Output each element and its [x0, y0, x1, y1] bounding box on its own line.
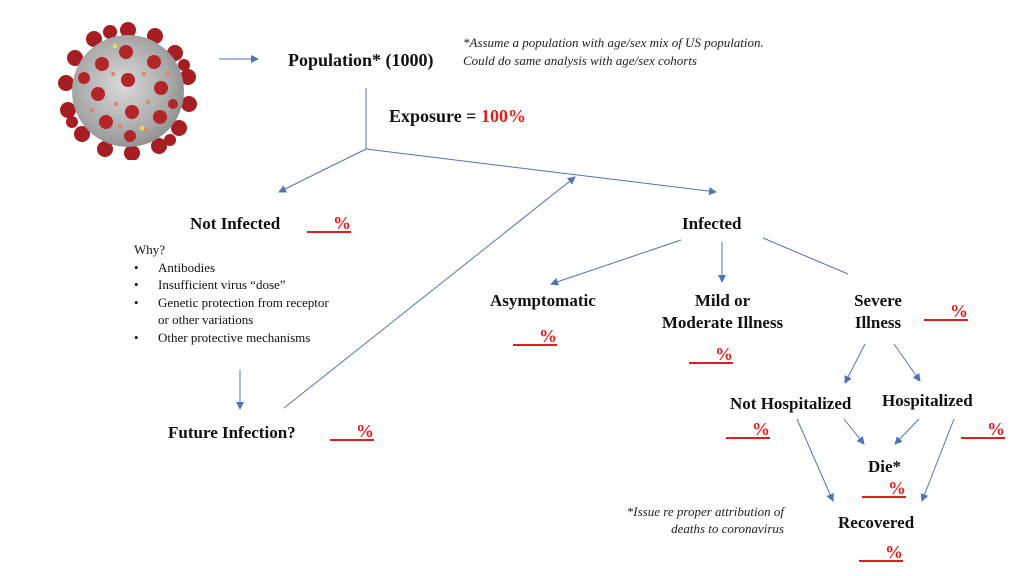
severe-line2: Illness [854, 313, 902, 332]
reasons-list: Antibodies Insufficient virus “dose” Gen… [134, 259, 358, 347]
coronavirus-icon [58, 22, 197, 160]
node-recovered: Recovered [838, 513, 915, 532]
reason-item: Other protective mechanisms [134, 329, 358, 347]
asymptomatic-pct: % [513, 326, 557, 346]
node-not-hospitalized: Not Hospitalized [730, 394, 852, 413]
population-note-line2: Could do same analysis with age/sex coho… [463, 53, 697, 68]
hospitalized-pct: % [961, 419, 1005, 439]
exposure-value: 100% [480, 106, 526, 126]
mild-moderate-pct: % [689, 344, 733, 364]
death-note-line1: *Issue re proper attribution of [626, 504, 784, 519]
exposure-text: Exposure = [389, 106, 481, 126]
node-mild-moderate: Mild or Moderate Illness [650, 290, 795, 334]
population-note-line1: *Assume a population with age/sex mix of… [463, 35, 764, 50]
reason-item: Antibodies [134, 259, 358, 277]
mild-moderate-line2: Moderate Illness [661, 313, 784, 332]
not-infected-reasons: Why? Antibodies Insufficient virus “dose… [134, 241, 358, 346]
node-severe-illness: Severe Illness [845, 290, 911, 334]
mild-moderate-line1: Mild or [694, 291, 751, 310]
node-population: Population* (1000) [288, 50, 434, 70]
death-note-line2: deaths to coronavirus [671, 521, 784, 536]
node-die: Die* [868, 457, 902, 476]
not-infected-pct: % [307, 213, 351, 233]
severe-line1: Severe [854, 291, 902, 310]
not-hospitalized-pct: % [726, 419, 770, 439]
node-infected: Infected [682, 214, 742, 233]
why-label: Why? [134, 242, 166, 257]
node-hospitalized: Hospitalized [882, 391, 973, 410]
node-future-infection: Future Infection? [168, 423, 296, 442]
reason-item: Genetic protection from receptor or othe… [134, 294, 338, 329]
recovered-pct: % [859, 542, 903, 562]
node-asymptomatic: Asymptomatic [490, 291, 596, 310]
exposure-label: Exposure = 100% [389, 105, 526, 127]
die-pct: % [862, 478, 906, 498]
future-infection-pct: % [330, 421, 374, 441]
reason-item: Insufficient virus “dose” [134, 276, 358, 294]
node-not-infected: Not Infected [190, 214, 281, 233]
severe-pct: % [924, 301, 968, 321]
